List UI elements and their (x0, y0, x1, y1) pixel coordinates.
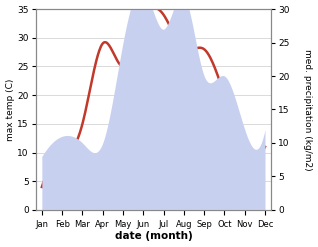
X-axis label: date (month): date (month) (114, 231, 192, 242)
Y-axis label: max temp (C): max temp (C) (5, 78, 15, 141)
Y-axis label: med. precipitation (kg/m2): med. precipitation (kg/m2) (303, 49, 313, 170)
